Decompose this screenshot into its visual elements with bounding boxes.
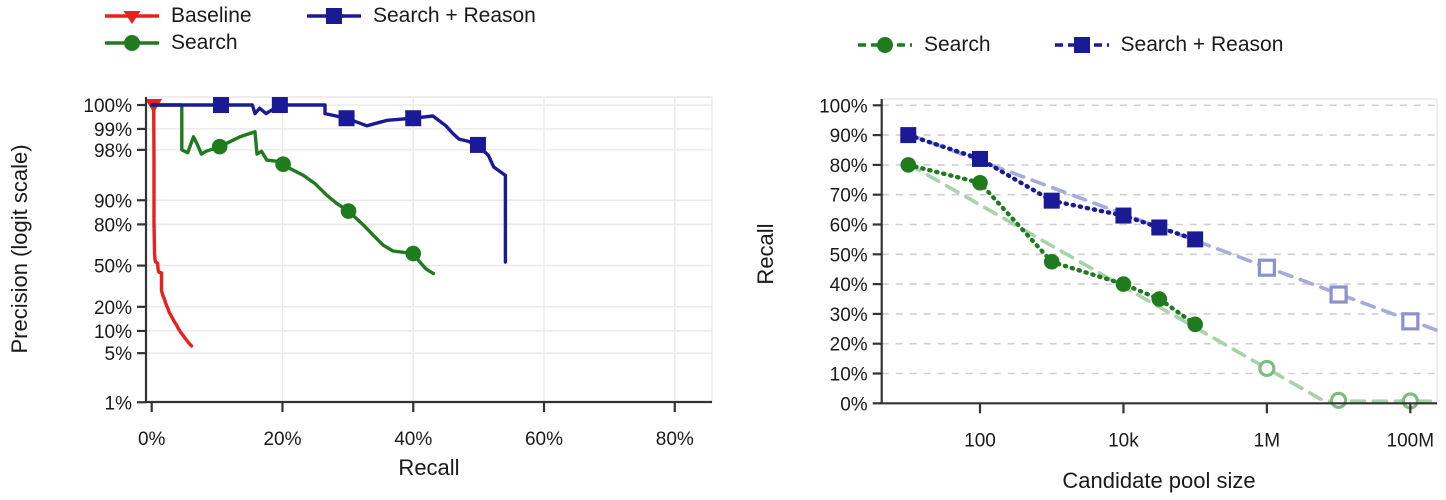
data-point-square [1043,192,1060,209]
data-point-square [271,97,288,114]
data-point-circle [972,174,988,191]
legend-left: Baseline Search + Reason Search [103,4,536,55]
data-point-circle [275,156,291,172]
data-point-square-open [1329,285,1348,304]
data-point-circle [900,157,917,173]
x-tick-label: 60% [525,429,563,450]
x-tick-label: 80% [656,429,694,450]
left-y-axis-label: Precision (logit scale) [7,144,32,354]
y-tick-label: 60% [830,216,868,237]
legend-item-baseline: Baseline [103,4,305,28]
y-tick-label: 99% [94,120,132,141]
right-y-axis-label: Recall [753,223,778,285]
y-tick-label: 98% [94,141,132,162]
series-line-search-linear-fit [906,162,1439,404]
y-tick-label: 80% [94,215,132,236]
data-point-circle [340,203,357,219]
data-point-circle [1115,276,1132,292]
search-reason-dashed-swatch [1054,37,1109,53]
square-icon [1073,37,1090,53]
x-tick-label: 0% [138,429,166,450]
data-point-square-open [1257,258,1276,277]
y-tick-label: 50% [94,257,132,278]
legend-item-search-reason-right: Search + Reason [1053,33,1284,57]
circle-icon [124,35,140,51]
series-line-search [149,103,436,276]
data-point-square [972,150,988,167]
y-tick-label: 5% [105,344,133,365]
y-tick-label: 0% [840,394,868,415]
y-tick-label: 10% [830,365,868,386]
data-point-square [338,110,355,127]
y-tick-label: 100% [819,96,868,117]
legend-item-search: Search [103,31,305,55]
data-point-square [213,97,230,114]
y-tick-label: 30% [830,305,868,326]
y-tick-label: 10% [94,322,132,343]
y-tick-label: 80% [830,156,868,177]
y-tick-label: 100% [83,96,132,117]
y-tick-label: 90% [94,191,132,212]
data-point-square [1187,231,1204,248]
y-tick-label: 20% [830,335,868,356]
legend-item-search-right: Search [856,33,991,57]
x-tick-label: 10k [1108,430,1139,451]
legend-label-search: Search [171,31,238,54]
series-line-search-reason [149,103,508,264]
y-tick-label: 40% [830,275,868,296]
x-tick-label: 1M [1254,430,1280,451]
data-point-circle [1187,316,1203,333]
y-tick-label: 90% [830,126,868,147]
square-icon [326,8,342,24]
data-point-circle-open [1258,359,1276,378]
data-point-circle [1043,253,1060,270]
x-tick-label: 40% [394,429,432,450]
left-x-axis-label: Recall [398,455,460,480]
data-point-square [1151,219,1168,236]
data-point-square [405,110,422,127]
data-point-square-open [1401,312,1420,331]
data-point-square [469,136,486,153]
baseline-swatch [105,11,159,24]
data-point-square [900,127,917,144]
x-tick-label: 100 [964,430,996,451]
legend-label-search-right: Search [924,33,991,56]
search-swatch [105,35,159,51]
legend-right: Search Search + Reason [856,33,1283,57]
x-tick-label: 20% [263,429,301,450]
search-reason-swatch [307,8,361,24]
search-dashed-swatch [858,37,912,53]
legend-label-search-reason: Search + Reason [373,4,536,27]
x-tick-label: 100M [1387,430,1435,451]
right-x-axis-label: Candidate pool size [1062,468,1256,493]
circle-icon [877,37,893,53]
y-tick-label: 70% [830,186,868,207]
legend-label-baseline: Baseline [171,4,252,27]
series-line-baseline [151,103,194,348]
data-point-circle-open [1329,391,1348,409]
data-point-circle [1151,291,1168,307]
data-point-circle [211,138,228,155]
y-tick-label: 50% [830,245,868,266]
data-point-square [1115,207,1132,224]
y-tick-label: 1% [105,393,133,414]
legend-item-search-reason: Search + Reason [305,4,536,28]
legend-label-search-reason-right: Search + Reason [1120,33,1284,56]
triangle-down-icon [123,11,141,24]
y-tick-label: 20% [94,298,132,319]
data-point-circle [405,245,422,262]
